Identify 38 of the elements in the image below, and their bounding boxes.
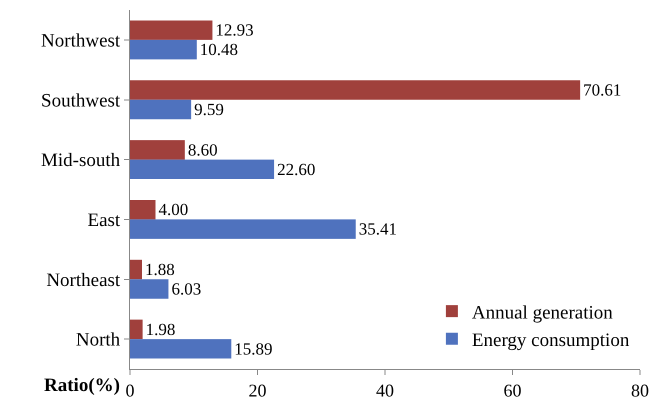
bar (130, 320, 143, 340)
x-tick-label: 20 (248, 380, 266, 401)
bar (130, 140, 185, 160)
y-tick-label: Northeast (46, 270, 121, 291)
y-tick-label: Southwest (41, 90, 121, 112)
legend-label: Annual generation (472, 302, 614, 324)
bar (130, 80, 580, 100)
bar (130, 339, 232, 359)
data-label: 4.00 (158, 200, 188, 220)
y-tick-label: Northwest (41, 30, 121, 52)
bar (130, 200, 156, 220)
bar (130, 100, 192, 120)
bar (130, 279, 168, 299)
data-label: 35.41 (358, 220, 397, 239)
y-tick-label: North (76, 330, 121, 351)
bar (130, 160, 274, 180)
bar (130, 20, 212, 40)
data-label: 6.03 (171, 279, 202, 298)
data-label: 22.60 (277, 160, 316, 179)
bar (130, 219, 356, 239)
x-axis-title: Ratio(%) (44, 375, 120, 396)
data-label: 10.48 (200, 40, 238, 60)
data-label: 1.98 (146, 320, 176, 339)
data-label: 12.93 (215, 20, 254, 40)
data-label: 70.61 (583, 80, 622, 100)
data-label: 8.60 (188, 140, 218, 160)
x-tick-label: 80 (631, 380, 649, 401)
x-tick-label: 40 (376, 380, 394, 401)
y-tick-label: Mid-south (41, 150, 121, 172)
data-label: 9.59 (194, 100, 224, 119)
x-tick-label: 0 (126, 380, 134, 401)
data-label: 15.89 (234, 339, 273, 358)
bar (130, 260, 142, 280)
y-tick-label: East (87, 210, 121, 232)
bar (130, 40, 197, 60)
legend-label: Energy consumption (472, 330, 630, 352)
data-label: 1.88 (144, 260, 175, 280)
x-tick-label: 60 (504, 380, 522, 401)
